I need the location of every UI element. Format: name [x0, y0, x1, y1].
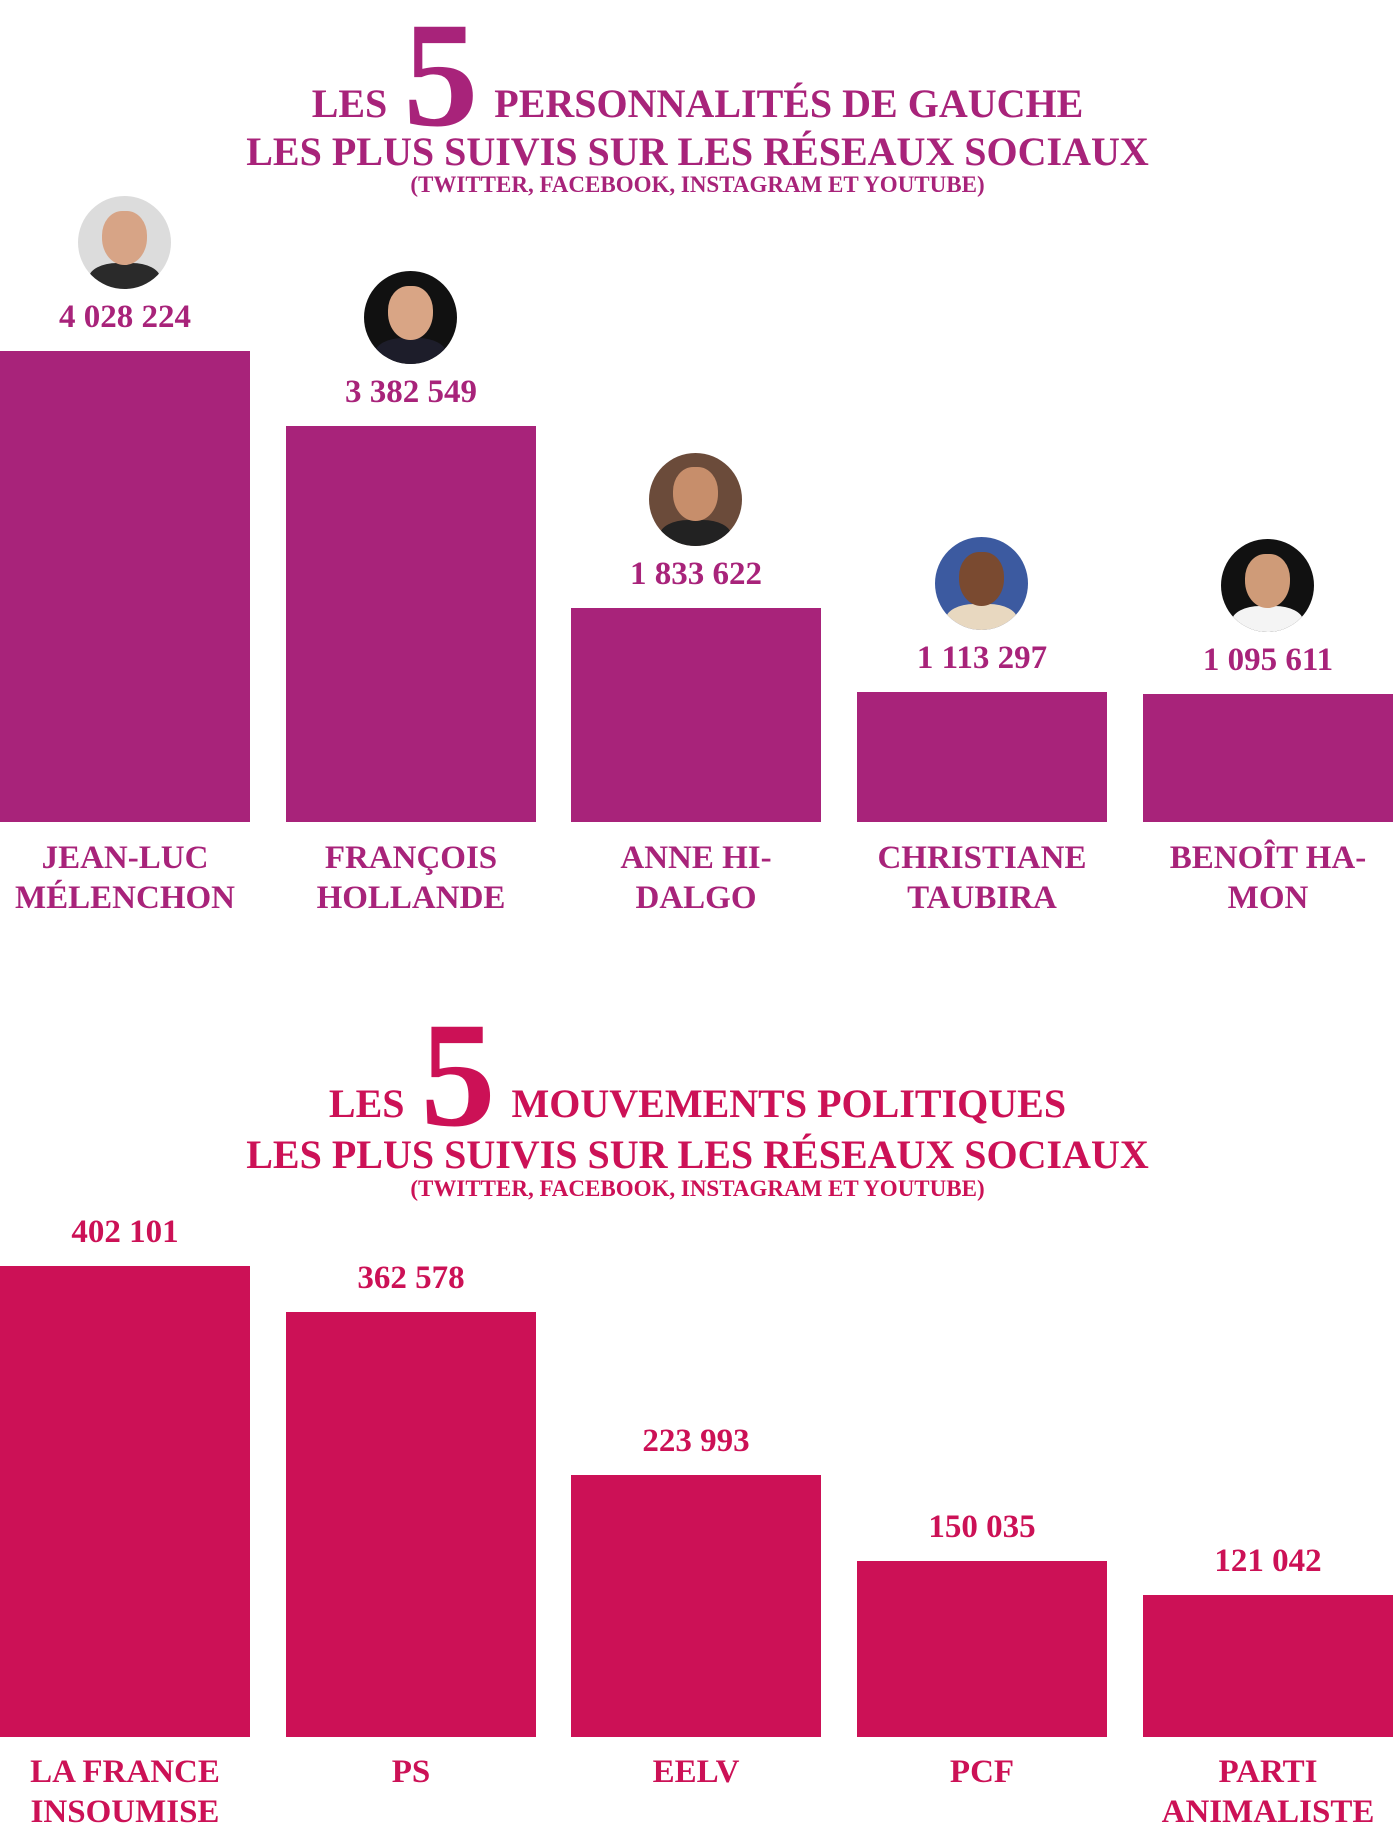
- bar-1: [0, 1266, 250, 1737]
- title-number: 5: [420, 992, 496, 1158]
- bar-4: [857, 691, 1107, 822]
- chart2-subtitle: (TWITTER, FACEBOOK, INSTAGRAM ET YOUTUBE…: [410, 1176, 985, 1201]
- category-label: JEAN-LUC MÉLENCHON: [14, 840, 235, 916]
- category-label: PS: [391, 1754, 431, 1790]
- title-post: MOUVEMENTS POLITIQUES: [511, 1081, 1067, 1126]
- portrait-melenchon-icon: [78, 196, 171, 289]
- value-label: 362 578: [357, 1260, 465, 1297]
- category-label: BENOÎT HA- MON: [1169, 840, 1367, 916]
- portrait-hidalgo-icon: [649, 452, 742, 546]
- category-label: ANNE HI- DALGO: [620, 840, 772, 916]
- title-pre: LES: [328, 1081, 405, 1126]
- value-label: 150 035: [928, 1509, 1036, 1546]
- title-number: 5: [403, 0, 479, 158]
- category-label: FRANÇOIS HOLLANDE: [316, 840, 506, 916]
- category-label: PARTI ANIMALISTE: [1161, 1754, 1375, 1830]
- value-label: 4 028 224: [59, 299, 191, 335]
- category-label: LA FRANCE INSOUMISE: [30, 1754, 220, 1830]
- value-label: 223 993: [642, 1422, 750, 1459]
- chart1-title-line1: LES 5 PERSONNALITÉS DE GAUCHE: [0, 0, 1395, 150]
- category-label: CHRISTIANE TAUBIRA: [877, 840, 1087, 916]
- chart1-subtitle: (TWITTER, FACEBOOK, INSTAGRAM ET YOUTUBE…: [410, 172, 985, 197]
- value-label: 121 042: [1214, 1543, 1322, 1580]
- bar-3: [571, 607, 821, 822]
- value-label: 3 382 549: [345, 374, 477, 411]
- bar-2: [286, 426, 536, 822]
- bar-5: [1143, 693, 1393, 822]
- bar-3: [571, 1474, 821, 1737]
- value-label: 1 113 297: [916, 639, 1048, 676]
- portrait-hollande-icon: [364, 271, 457, 365]
- chart2-title-line1: LES 5 MOUVEMENTS POLITIQUES: [0, 1000, 1395, 1150]
- chart2-title-line2: LES PLUS SUIVIS SUR LES RÉSEAUX SOCIAUX: [246, 1132, 1149, 1177]
- value-label: 1 833 622: [630, 555, 762, 592]
- value-label: 402 101: [71, 1214, 179, 1250]
- chart1-title-line2: LES PLUS SUIVIS SUR LES RÉSEAUX SOCIAUX: [246, 129, 1149, 174]
- category-label: EELV: [652, 1754, 740, 1790]
- portrait-taubira-icon: [935, 536, 1028, 630]
- bar-2: [286, 1312, 536, 1737]
- bar-4: [857, 1561, 1107, 1737]
- portrait-hamon-icon: [1221, 538, 1314, 632]
- category-label: PCF: [949, 1754, 1015, 1790]
- value-label: 1 095 611: [1202, 641, 1334, 678]
- title-pre: LES: [311, 81, 388, 126]
- bar-5: [1143, 1595, 1393, 1737]
- bar-1: [0, 351, 250, 822]
- title-post: PERSONNALITÉS DE GAUCHE: [494, 81, 1084, 126]
